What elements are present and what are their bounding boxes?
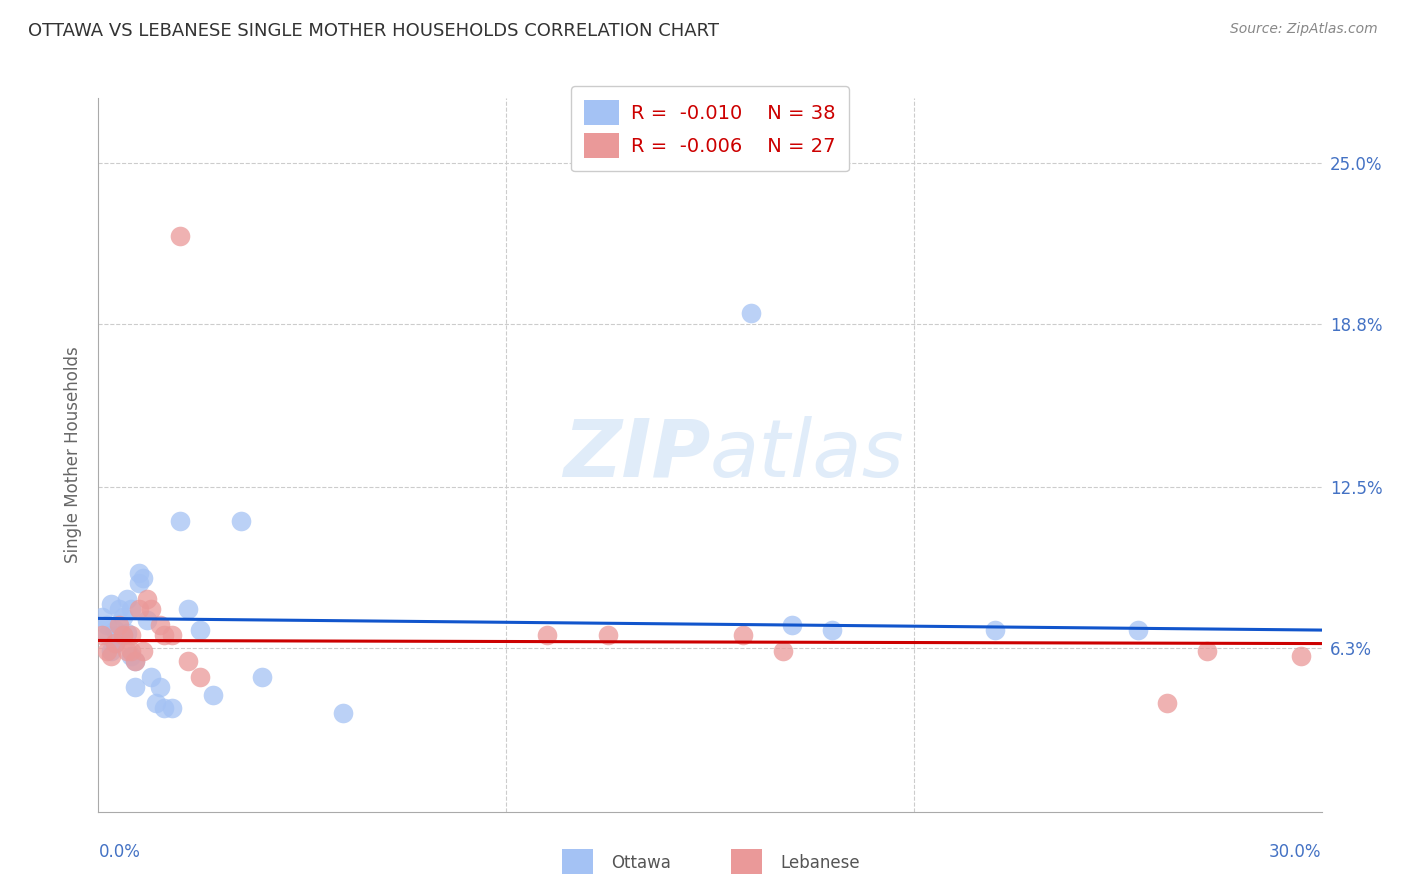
Point (169, 228, 191, 243)
Point (120, 644, 142, 658)
Point (731, 628, 754, 642)
Text: Source: ZipAtlas.com: Source: ZipAtlas.com (1230, 22, 1378, 37)
Text: OTTAWA VS LEBANESE SINGLE MOTHER HOUSEHOLDS CORRELATION CHART: OTTAWA VS LEBANESE SINGLE MOTHER HOUSEHO… (28, 22, 718, 40)
Point (598, 628, 620, 642)
Point (96, 628, 118, 642)
Point (160, 628, 183, 642)
Point (91, 628, 114, 642)
Point (152, 701, 174, 715)
Point (104, 623, 127, 637)
Text: 30.0%: 30.0% (1270, 843, 1322, 861)
Point (100, 644, 122, 658)
Point (177, 602, 200, 616)
Point (536, 628, 558, 642)
Point (145, 696, 167, 710)
Point (984, 623, 1007, 637)
Y-axis label: Single Mother Households: Single Mother Households (65, 347, 83, 563)
Point (120, 648, 142, 663)
Point (111, 628, 134, 642)
Point (120, 628, 142, 642)
Point (100, 648, 122, 663)
Point (250, 670, 273, 684)
Point (160, 701, 183, 715)
Point (177, 654, 200, 668)
Text: 0.0%: 0.0% (98, 843, 141, 861)
Point (1156, 696, 1178, 710)
Point (96, 618, 118, 632)
Point (169, 514, 191, 528)
Point (108, 618, 131, 632)
Point (1197, 644, 1219, 658)
Text: Lebanese: Lebanese (780, 854, 860, 871)
Point (772, 644, 794, 658)
Point (128, 576, 150, 591)
Text: ZIP: ZIP (562, 416, 710, 494)
Point (111, 628, 134, 642)
Point (821, 623, 844, 637)
Point (780, 618, 803, 632)
Point (124, 680, 146, 694)
Point (128, 566, 150, 580)
Legend: R =  -0.010    N = 38, R =  -0.006    N = 27: R = -0.010 N = 38, R = -0.006 N = 27 (571, 87, 849, 171)
Point (124, 654, 146, 668)
Point (108, 602, 131, 616)
Text: Ottawa: Ottawa (612, 854, 672, 871)
Point (1128, 623, 1150, 637)
Point (188, 623, 212, 637)
Point (132, 644, 155, 658)
Point (141, 670, 163, 684)
Point (115, 625, 138, 640)
Point (136, 591, 159, 606)
Point (128, 602, 150, 616)
Point (1291, 648, 1313, 663)
Point (149, 680, 172, 694)
Point (124, 654, 146, 668)
Point (100, 597, 122, 611)
Point (111, 610, 134, 624)
Point (132, 571, 155, 585)
Text: atlas: atlas (710, 416, 905, 494)
Point (231, 514, 253, 528)
Point (152, 628, 174, 642)
Point (201, 688, 224, 702)
Point (104, 636, 127, 650)
Point (332, 706, 354, 720)
Point (141, 602, 163, 616)
Point (115, 591, 138, 606)
Point (188, 670, 212, 684)
Point (136, 613, 159, 627)
Point (96, 644, 118, 658)
Point (120, 602, 142, 616)
Point (149, 618, 172, 632)
Point (91, 610, 114, 624)
Point (115, 644, 138, 658)
Point (104, 636, 127, 650)
Point (108, 628, 131, 642)
Point (740, 306, 762, 320)
